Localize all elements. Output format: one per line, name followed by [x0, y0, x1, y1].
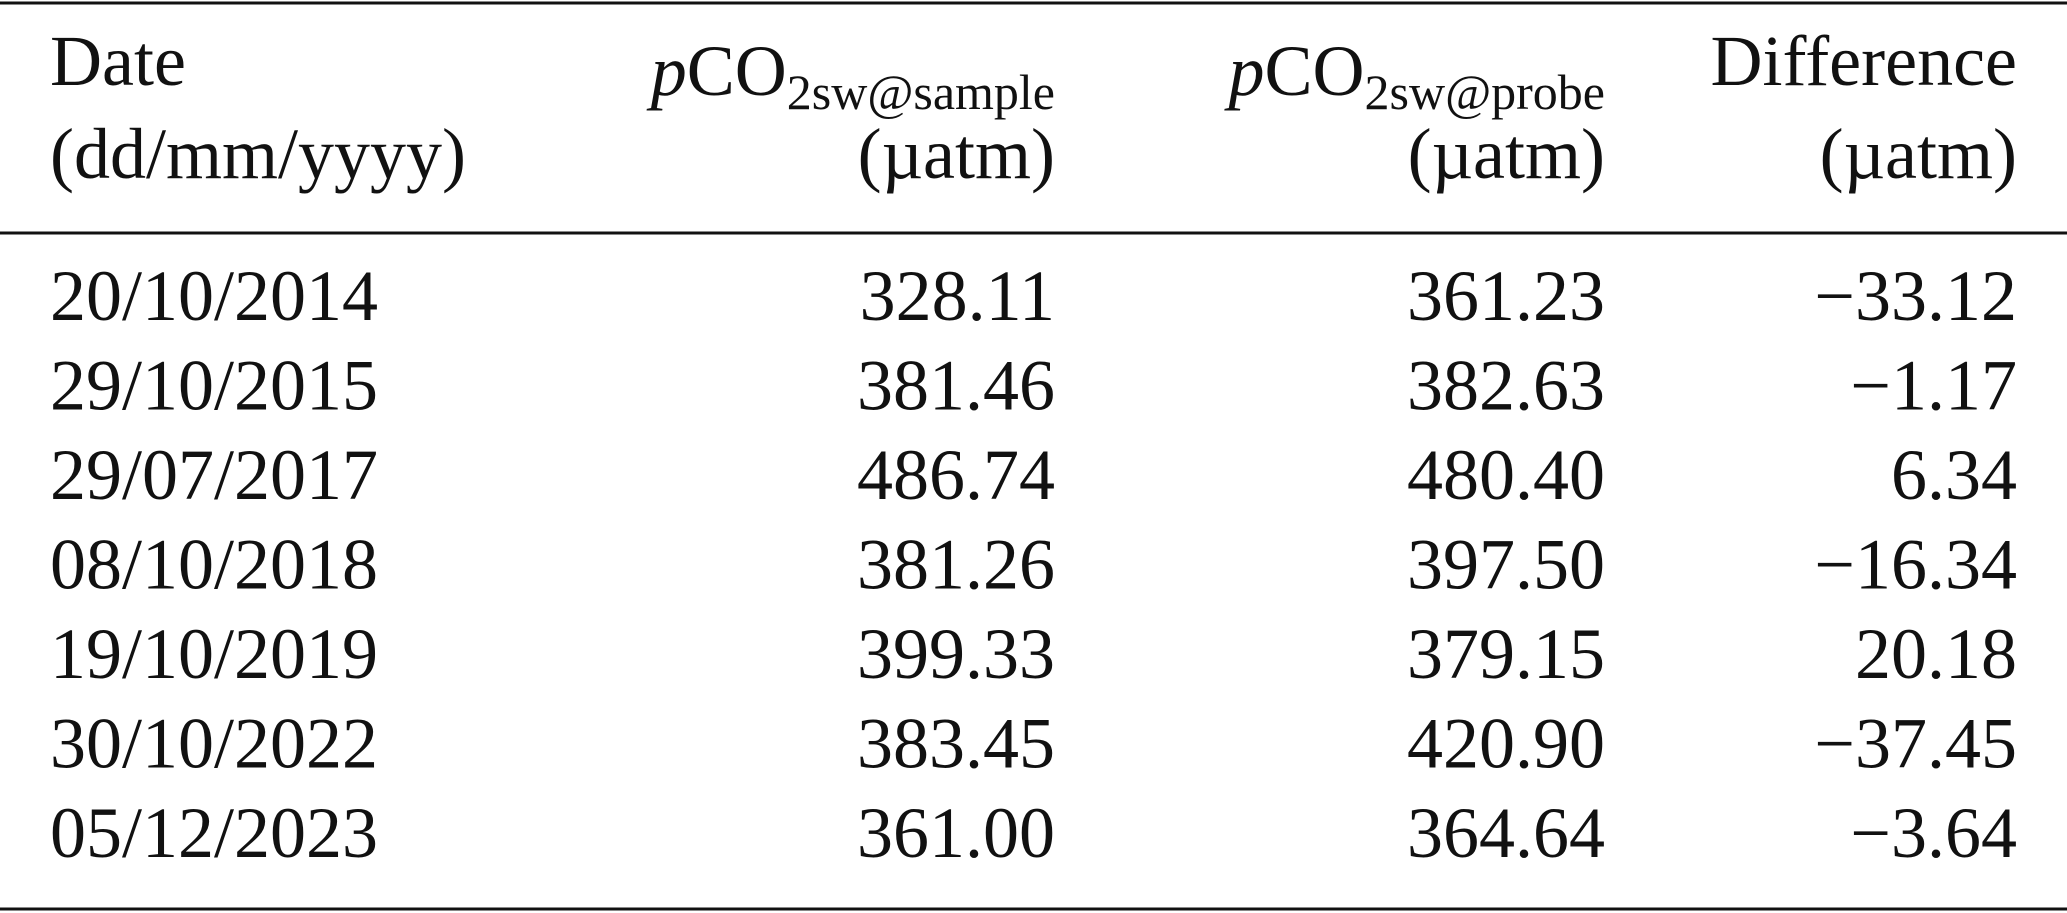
table-cell: −3.64	[1850, 793, 2017, 873]
table-cell: −37.45	[1814, 704, 2017, 784]
header-cell: (µatm)	[1820, 114, 2017, 194]
header-cell: Date	[50, 21, 186, 101]
table-cell: 20/10/2014	[50, 256, 378, 336]
table-cell: 20.18	[1855, 614, 2017, 694]
table-cell: 379.15	[1407, 614, 1605, 694]
table-cell: 420.90	[1407, 704, 1605, 784]
table-cell: 381.46	[857, 346, 1055, 426]
table-cell: 328.11	[860, 256, 1055, 336]
header-unit: (µatm)	[858, 114, 1055, 194]
header-cell: pCO2sw@probe	[1224, 31, 1606, 120]
table-cell: −1.17	[1850, 346, 2017, 426]
header-italic: p	[1224, 31, 1265, 111]
table-cell: 480.40	[1407, 435, 1605, 515]
table-cell: −33.12	[1814, 256, 2017, 336]
table-cell: 397.50	[1407, 525, 1605, 605]
table-cell: 486.74	[857, 435, 1055, 515]
table-cell: 383.45	[857, 704, 1055, 784]
header-unit: (µatm)	[1408, 114, 1605, 194]
header-main: CO	[687, 31, 787, 111]
header-cell: Difference	[1711, 21, 2017, 101]
table-cell: 361.00	[857, 793, 1055, 873]
table-cell: 29/07/2017	[50, 435, 378, 515]
table-cell: 381.26	[857, 525, 1055, 605]
table-cell: −16.34	[1814, 525, 2017, 605]
table-cell: 19/10/2019	[50, 614, 378, 694]
header-subscript: 2sw@probe	[1365, 64, 1605, 120]
header-italic: p	[646, 31, 687, 111]
table-cell: 05/12/2023	[50, 793, 378, 873]
table-cell: 30/10/2022	[50, 704, 378, 784]
table-cell: 364.64	[1407, 793, 1605, 873]
header-main: CO	[1265, 31, 1365, 111]
header-cell: (dd/mm/yyyy)	[50, 114, 466, 194]
header-subscript: 2sw@sample	[787, 64, 1055, 120]
table-cell: 6.34	[1891, 435, 2017, 515]
table-cell: 382.63	[1407, 346, 1605, 426]
table-cell: 29/10/2015	[50, 346, 378, 426]
table-cell: 399.33	[857, 614, 1055, 694]
table-cell: 08/10/2018	[50, 525, 378, 605]
table-cell: 361.23	[1407, 256, 1605, 336]
header-cell: pCO2sw@sample	[646, 31, 1055, 120]
